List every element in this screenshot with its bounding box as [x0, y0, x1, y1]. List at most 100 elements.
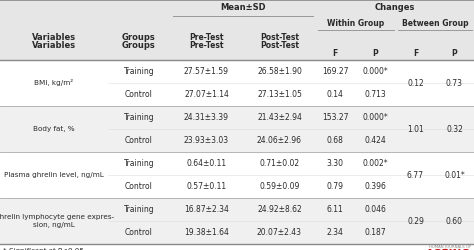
Bar — [316, 83, 354, 106]
Text: 0.187: 0.187 — [364, 228, 386, 237]
Text: 0.002*: 0.002* — [362, 159, 388, 168]
Text: Plasma ghrelin level, ng/mL: Plasma ghrelin level, ng/mL — [4, 172, 104, 178]
Text: 1.01: 1.01 — [407, 124, 424, 134]
Text: 21.43±2.94: 21.43±2.94 — [257, 113, 302, 122]
Bar — [170, 152, 243, 175]
Text: Pre-Test: Pre-Test — [189, 34, 224, 42]
Text: 0.12: 0.12 — [407, 78, 424, 88]
Text: 23.93±3.03: 23.93±3.03 — [184, 136, 229, 145]
Text: 0.046: 0.046 — [364, 205, 386, 214]
Bar — [316, 129, 354, 152]
Bar — [108, 175, 170, 198]
Bar — [243, 106, 316, 129]
Bar — [170, 83, 243, 106]
Text: 0.01*: 0.01* — [444, 170, 465, 179]
Text: Changes: Changes — [375, 4, 415, 13]
Bar — [316, 106, 354, 129]
Bar — [316, 60, 354, 83]
Bar — [170, 198, 243, 221]
Bar — [108, 152, 170, 175]
Text: 0.32: 0.32 — [446, 124, 463, 134]
Bar — [0, 60, 108, 106]
Text: Ghrelin lymphocyte gene expres-
sion, ng/mL: Ghrelin lymphocyte gene expres- sion, ng… — [0, 214, 114, 228]
Text: Variables: Variables — [32, 34, 76, 42]
Text: 0.000*: 0.000* — [362, 113, 388, 122]
Text: 0.396: 0.396 — [364, 182, 386, 191]
Bar — [170, 221, 243, 244]
Bar — [0, 106, 108, 152]
Bar — [0, 198, 108, 244]
Text: 27.13±1.05: 27.13±1.05 — [257, 90, 302, 99]
Text: P: P — [372, 48, 378, 58]
Text: Mean±SD: Mean±SD — [220, 4, 266, 13]
Bar — [354, 83, 396, 106]
Bar — [243, 83, 316, 106]
Text: Control: Control — [125, 90, 153, 99]
Bar — [170, 129, 243, 152]
Text: Training: Training — [124, 113, 155, 122]
Bar — [316, 198, 354, 221]
Text: 0.59±0.09: 0.59±0.09 — [259, 182, 300, 191]
Bar — [108, 83, 170, 106]
Text: BMI, kg/m²: BMI, kg/m² — [35, 80, 73, 86]
Bar — [354, 221, 396, 244]
Bar — [170, 106, 243, 129]
Text: Groups: Groups — [122, 34, 156, 42]
Text: 24.92±8.62: 24.92±8.62 — [257, 205, 302, 214]
Text: 6.11: 6.11 — [327, 205, 343, 214]
Bar — [316, 152, 354, 175]
Bar — [243, 129, 316, 152]
Bar — [108, 60, 170, 83]
Bar — [243, 175, 316, 198]
Bar — [316, 175, 354, 198]
Text: 0.79: 0.79 — [327, 182, 344, 191]
Bar — [354, 129, 396, 152]
Text: 0.29: 0.29 — [407, 216, 424, 226]
Bar — [354, 106, 396, 129]
Text: 27.07±1.14: 27.07±1.14 — [184, 90, 229, 99]
Text: 24.06±2.96: 24.06±2.96 — [257, 136, 302, 145]
Text: 26.58±1.90: 26.58±1.90 — [257, 67, 302, 76]
Text: Variables: Variables — [32, 40, 76, 50]
Text: 0.68: 0.68 — [327, 136, 344, 145]
Text: Control: Control — [125, 228, 153, 237]
Text: Training: Training — [124, 205, 155, 214]
Text: F: F — [413, 48, 418, 58]
Text: 16.87±2.34: 16.87±2.34 — [184, 205, 229, 214]
Bar — [396, 198, 474, 244]
Bar — [396, 60, 474, 106]
Bar — [108, 106, 170, 129]
Text: HUMAN JOURNALS OF: HUMAN JOURNALS OF — [428, 245, 471, 249]
Bar — [0, 0, 474, 60]
Text: 0.73: 0.73 — [446, 78, 463, 88]
Bar — [243, 152, 316, 175]
Bar — [354, 60, 396, 83]
Text: Groups: Groups — [122, 40, 156, 50]
Text: Training: Training — [124, 159, 155, 168]
Text: Body fat, %: Body fat, % — [33, 126, 75, 132]
Text: 19.38±1.64: 19.38±1.64 — [184, 228, 229, 237]
Text: Control: Control — [125, 182, 153, 191]
Text: Pre-Test: Pre-Test — [189, 40, 224, 50]
Text: Post-Test: Post-Test — [260, 40, 299, 50]
Text: Within Group: Within Group — [328, 18, 384, 28]
Text: 153.27: 153.27 — [322, 113, 348, 122]
Text: 0.14: 0.14 — [327, 90, 344, 99]
Bar — [354, 152, 396, 175]
Bar — [170, 175, 243, 198]
Text: Post-Test: Post-Test — [260, 34, 299, 42]
Text: Between Group: Between Group — [401, 18, 468, 28]
Text: 0.60: 0.60 — [446, 216, 463, 226]
Bar — [170, 60, 243, 83]
Text: 0.000*: 0.000* — [362, 67, 388, 76]
Text: 27.57±1.59: 27.57±1.59 — [184, 67, 229, 76]
Bar — [0, 152, 108, 198]
Text: 6.77: 6.77 — [407, 170, 424, 179]
Bar — [396, 106, 474, 152]
Text: 0.424: 0.424 — [364, 136, 386, 145]
Text: 0.57±0.11: 0.57±0.11 — [186, 182, 227, 191]
Text: 2.34: 2.34 — [327, 228, 344, 237]
Text: 0.713: 0.713 — [364, 90, 386, 99]
Text: 0.71±0.02: 0.71±0.02 — [259, 159, 300, 168]
Text: F: F — [332, 48, 337, 58]
